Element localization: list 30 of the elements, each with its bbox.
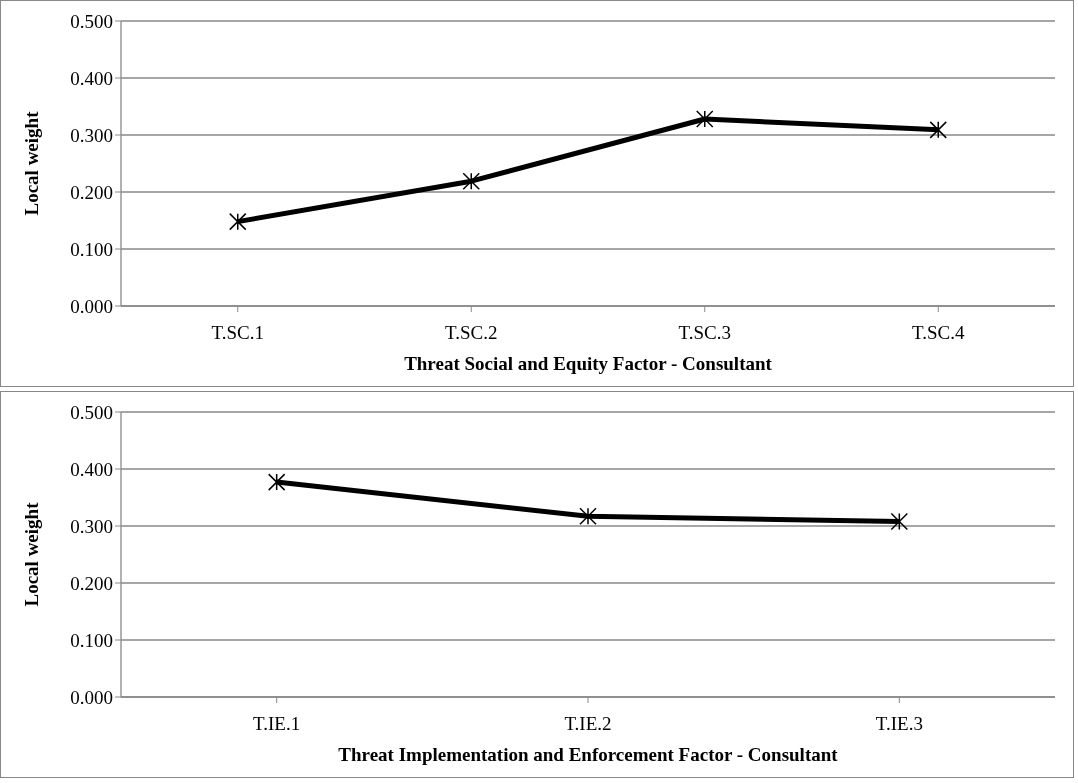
y-tick-label: 0.100 bbox=[70, 629, 113, 651]
x-tick-label: T.IE.3 bbox=[875, 713, 923, 735]
y-tick-label: 0.200 bbox=[70, 181, 113, 203]
y-tick-label: 0.500 bbox=[70, 401, 113, 423]
y-axis-title: Local weight bbox=[20, 110, 42, 216]
y-tick-label: 0.000 bbox=[70, 295, 113, 317]
x-axis-title: Threat Social and Equity Factor - Consultant bbox=[404, 353, 773, 374]
point bbox=[929, 121, 947, 139]
point bbox=[890, 512, 909, 531]
x-tick-label: T.IE.2 bbox=[564, 713, 612, 735]
y-tick-label: 0.400 bbox=[70, 67, 113, 89]
point bbox=[229, 212, 247, 231]
y-tick-label: 0.500 bbox=[70, 10, 113, 32]
y-axis-title: Local weight bbox=[20, 501, 42, 607]
point bbox=[462, 172, 480, 190]
y-tick-label: 0.200 bbox=[70, 572, 113, 594]
x-axis-title: Threat Implementation and Enforcement Factor - Consultant bbox=[338, 744, 839, 765]
y-tick-label: 0.300 bbox=[70, 124, 113, 146]
y-tick-label: 0.100 bbox=[70, 238, 113, 260]
x-tick-label: T.SC.3 bbox=[678, 322, 731, 344]
y-tick-label: 0.000 bbox=[70, 686, 113, 708]
x-tick-label: T.SC.2 bbox=[445, 322, 498, 344]
y-tick-label: 0.400 bbox=[70, 458, 113, 480]
point bbox=[696, 110, 714, 128]
x-tick-label: T.IE.1 bbox=[253, 713, 301, 735]
point bbox=[579, 507, 597, 526]
x-tick-label: T.SC.4 bbox=[912, 322, 965, 344]
y-tick-label: 0.300 bbox=[70, 515, 113, 537]
point bbox=[267, 473, 286, 491]
x-tick-label: T.SC.1 bbox=[211, 322, 264, 344]
